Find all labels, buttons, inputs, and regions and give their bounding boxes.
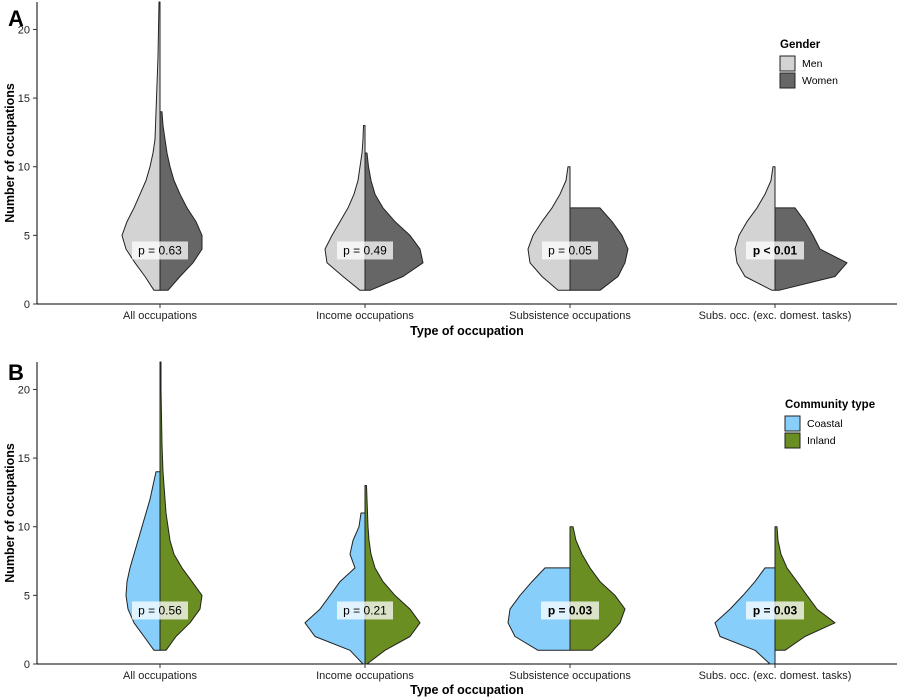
violin-men-1 <box>121 1 161 291</box>
p-value-label: p = 0.21 <box>343 603 387 617</box>
violin-men-3 <box>527 166 571 291</box>
p-value-label: p = 0.05 <box>548 243 592 257</box>
panel-b: 0 5 10 15 20 p = 0.56 p = 0.21 p = 0.03 p = 0.03… <box>3 360 897 697</box>
x-tick-label: All occupations <box>123 310 197 322</box>
legend-swatch-inland <box>784 432 801 449</box>
y-tick-label: 20 <box>18 24 30 36</box>
legend: Gender Men Women <box>779 39 838 89</box>
y-tick-label: 0 <box>24 299 30 311</box>
legend-label-coastal: Coastal <box>807 418 843 430</box>
y-axis-title: Number of occupations <box>3 83 17 223</box>
legend-label-women: Women <box>802 75 838 87</box>
p-value-background <box>337 241 393 260</box>
x-tick-label: Subs. occ. (exc. domest. tasks) <box>699 310 852 322</box>
violin-coastal-2 <box>304 512 366 665</box>
x-tick-label: Income occupations <box>316 670 414 682</box>
legend-swatch-women <box>779 72 796 89</box>
y-tick-label: 0 <box>24 659 30 671</box>
panel-letter: B <box>8 360 24 385</box>
violin-inland-3 <box>569 526 626 651</box>
x-axis-title: Type of occupation <box>410 324 524 338</box>
violin-inland-4 <box>774 526 836 651</box>
p-value-background <box>746 241 804 260</box>
legend-label-men: Men <box>802 58 823 70</box>
x-tick-label: Subsistence occupations <box>509 310 631 322</box>
p-value-background <box>746 601 804 620</box>
violin-inland-2 <box>364 485 421 665</box>
legend-swatch-men <box>779 55 796 72</box>
x-tick-label: Income occupations <box>316 310 414 322</box>
violin-women-2 <box>364 152 424 291</box>
legend-label-inland: Inland <box>807 435 836 447</box>
violin-men-2 <box>324 125 366 291</box>
p-value-label: p = 0.63 <box>138 243 182 257</box>
panel-letter: A <box>8 6 24 31</box>
y-tick-label: 5 <box>24 590 30 602</box>
y-tick-label: 10 <box>18 162 30 174</box>
violin-coastal-4 <box>714 567 776 665</box>
panel-a: 0 5 10 15 20 p = 0.63 p = 0.49 p = 0.05 p < 0.01… <box>3 1 897 338</box>
p-value-background <box>542 241 598 260</box>
p-value-label: p = 0.56 <box>138 603 182 617</box>
violin-women-1 <box>159 111 203 291</box>
violin-coastal-3 <box>507 567 571 651</box>
p-value-label: p = 0.03 <box>548 603 593 617</box>
x-tick-label: Subs. occ. (exc. domest. tasks) <box>699 670 852 682</box>
p-value-background <box>337 601 393 620</box>
violin-women-4 <box>774 207 848 291</box>
x-axis-title: Type of occupation <box>410 683 524 697</box>
p-value-label: p = 0.03 <box>753 603 798 617</box>
p-value-label: p < 0.01 <box>753 243 798 257</box>
legend: Community type Coastal Inland <box>784 399 875 449</box>
legend-title: Community type <box>785 399 875 411</box>
p-value-label: p = 0.49 <box>343 243 387 257</box>
x-tick-label: All occupations <box>123 670 197 682</box>
y-tick-label: 20 <box>18 384 30 396</box>
legend-title: Gender <box>780 39 821 51</box>
p-value-background <box>132 241 188 260</box>
violin-inland-1 <box>159 361 203 651</box>
y-tick-label: 15 <box>18 453 30 465</box>
legend-swatch-coastal <box>784 415 801 432</box>
y-axis-title: Number of occupations <box>3 443 17 583</box>
violin-women-3 <box>569 207 629 291</box>
p-value-background <box>132 601 188 620</box>
y-tick-label: 15 <box>18 93 30 105</box>
x-tick-label: Subsistence occupations <box>509 670 631 682</box>
violin-men-4 <box>734 166 776 291</box>
violin-coastal-1 <box>125 471 161 651</box>
y-tick-label: 10 <box>18 522 30 534</box>
p-value-background <box>541 601 599 620</box>
y-tick-label: 5 <box>24 230 30 242</box>
